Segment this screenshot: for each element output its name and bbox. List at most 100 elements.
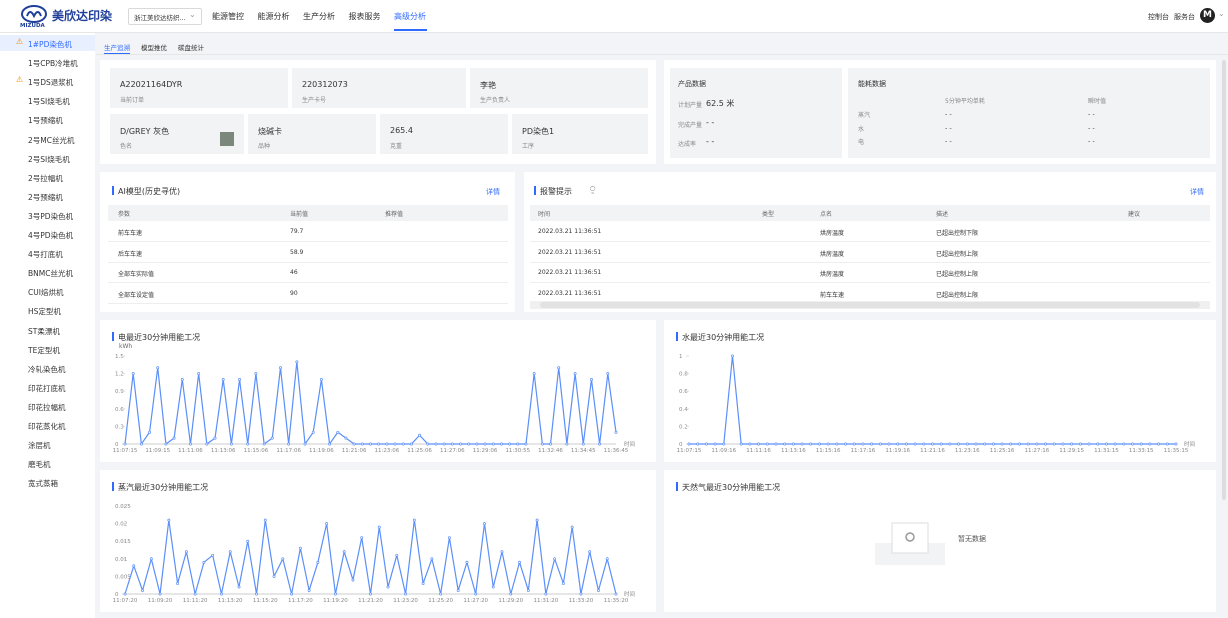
x-tick-label: 11:32:46 — [538, 448, 563, 454]
energy-cell: - - — [945, 110, 952, 118]
sidebar-item[interactable]: 1#PD染色机 — [28, 40, 72, 49]
alarm-link[interactable]: 详情 — [1190, 188, 1204, 196]
header-link[interactable]: 服务台 — [1174, 13, 1195, 21]
point — [213, 436, 217, 440]
point — [328, 442, 332, 446]
tab[interactable]: 碳盘统计 — [178, 44, 204, 52]
point — [557, 366, 561, 370]
nav-item[interactable]: 报表服务 — [348, 12, 381, 21]
y-tick-label: 0.025 — [115, 504, 131, 510]
point — [704, 442, 708, 446]
sidebar-item[interactable]: 印花拉幅机 — [28, 402, 66, 412]
sidebar-item[interactable]: 冷轧染色机 — [28, 364, 66, 374]
ai-cell: 90 — [290, 289, 298, 297]
sidebar-item[interactable]: 1号SI烧毛机 — [28, 97, 70, 107]
energy-cell: - - — [945, 137, 952, 145]
x-tick-label: 11:21:20 — [358, 598, 383, 604]
empty-icon — [891, 522, 929, 554]
energy-title: 能耗数据 — [858, 80, 886, 88]
x-tick-label: 11:30:55 — [505, 448, 530, 454]
point — [184, 550, 188, 554]
point — [319, 378, 323, 381]
point — [418, 433, 422, 437]
tab[interactable]: 模型推优 — [141, 44, 167, 52]
chart-panel: 天然气最近30分钟用能工况 暂无数据 — [664, 470, 1216, 612]
sidebar-item[interactable]: 磨毛机 — [28, 460, 51, 470]
sidebar-item[interactable]: 4号打底机 — [28, 250, 63, 260]
ai-cell: 79.7 — [290, 228, 304, 235]
nav-item[interactable]: 生产分析 — [303, 12, 335, 21]
point — [1139, 442, 1143, 446]
card-label: 工序 — [522, 143, 535, 150]
avatar-arrow: ⌄ — [1218, 9, 1225, 18]
point — [279, 366, 282, 370]
energy-cell: - - — [1088, 137, 1095, 145]
tab[interactable]: 生产追溯 — [104, 44, 130, 52]
point — [409, 442, 413, 446]
sidebar-item[interactable]: 2号SI烧毛机 — [28, 154, 70, 164]
point — [336, 430, 340, 434]
nav-item[interactable]: 能源管控 — [212, 12, 244, 21]
production-label: 完成产量 — [678, 121, 703, 129]
sidebar-item[interactable]: 2号拉幅机 — [28, 173, 63, 183]
sidebar-item[interactable]: HS定型机 — [28, 307, 61, 317]
nav-item[interactable]: 高级分析 — [394, 12, 426, 21]
energy-label: 电 — [858, 139, 865, 146]
chart-title: 电最近30分钟用能工况 — [118, 332, 200, 342]
point — [1148, 442, 1152, 446]
title-bar — [676, 482, 678, 491]
point — [1070, 442, 1074, 446]
point — [1078, 442, 1082, 446]
sidebar-item[interactable]: 1号DS退浆机 — [28, 78, 74, 88]
info-card: 烧碱卡 品种 — [248, 114, 376, 154]
point — [412, 518, 416, 522]
sidebar-item[interactable]: BNMC丝光机 — [28, 269, 73, 279]
header — [0, 0, 1228, 33]
sidebar-item[interactable]: 3号PD染色机 — [28, 211, 74, 221]
sidebar-item[interactable]: 宽式蒸箱 — [28, 479, 58, 489]
nav-item[interactable]: 能源分析 — [257, 12, 290, 21]
sidebar-item[interactable]: 2号预缩机 — [28, 192, 63, 202]
x-tick-label: 11:35:15 — [1164, 448, 1189, 454]
sidebar-item[interactable]: 涂层机 — [28, 441, 51, 451]
company-select[interactable]: 浙江美欣达纺织... ⌄ — [128, 8, 202, 25]
card-value: 烧碱卡 — [258, 127, 282, 136]
x-tick-label: 11:13:06 — [211, 448, 236, 454]
point — [1026, 442, 1030, 446]
point — [483, 442, 487, 446]
point — [532, 372, 536, 376]
point — [467, 442, 471, 446]
ai-link[interactable]: 详情 — [486, 188, 500, 196]
sidebar-item[interactable]: 2号MC丝光机 — [28, 135, 75, 145]
x-axis-label: 时间 — [624, 440, 635, 448]
sidebar-item[interactable]: 4号PD染色机 — [28, 231, 74, 240]
point — [254, 372, 258, 376]
sidebar-item[interactable]: ST柔漂机 — [28, 326, 60, 336]
point — [1087, 442, 1091, 446]
point — [393, 442, 397, 446]
sidebar-item[interactable]: 1号CPB冷堆机 — [28, 59, 78, 69]
point — [342, 550, 346, 554]
point — [303, 442, 307, 446]
point — [1035, 442, 1039, 446]
sidebar-item[interactable]: 1号预缩机 — [28, 116, 63, 126]
avatar[interactable]: M — [1200, 8, 1215, 23]
point — [434, 442, 438, 446]
point — [132, 564, 136, 568]
x-tick-label: 11:29:06 — [473, 448, 498, 454]
sidebar-item[interactable]: 印花打底机 — [28, 383, 66, 393]
x-tick-label: 11:17:06 — [276, 448, 301, 454]
sidebar-item[interactable]: 印花蒸化机 — [28, 422, 66, 431]
point — [931, 442, 934, 446]
scrollbar-thumb — [540, 302, 1200, 308]
point — [369, 592, 372, 596]
point — [687, 442, 691, 446]
alarm-point: 烘房温度 — [820, 230, 845, 237]
sidebar-item[interactable]: TE定型机 — [28, 345, 60, 355]
y-tick-label: 0.005 — [115, 574, 131, 580]
header-link[interactable]: 控制台 — [1148, 13, 1169, 21]
card-value: D/GREY 灰色 — [120, 127, 170, 136]
sidebar-item[interactable]: CUI焙烘机 — [28, 288, 64, 298]
point — [238, 378, 242, 381]
point — [193, 592, 197, 596]
